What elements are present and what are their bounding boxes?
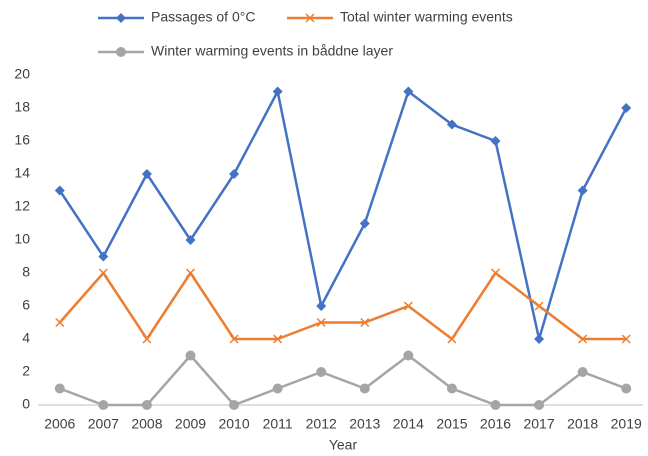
marker	[316, 301, 327, 311]
x-tick-label: 2006	[44, 416, 75, 432]
marker	[403, 350, 414, 361]
marker	[142, 334, 152, 344]
series-line	[58, 90, 628, 341]
marker	[316, 317, 326, 328]
y-tick-label: 6	[22, 297, 30, 313]
marker	[54, 383, 65, 394]
x-tick-label: 2017	[523, 416, 554, 432]
marker	[534, 400, 545, 410]
y-tick-label: 8	[22, 264, 30, 280]
marker	[272, 383, 283, 394]
marker	[229, 334, 239, 344]
marker	[272, 86, 283, 97]
x-tick-label: 2009	[175, 416, 206, 432]
marker	[577, 185, 588, 196]
y-tick-label: 2	[22, 363, 30, 379]
marker	[305, 13, 315, 23]
y-tick-label: 4	[22, 330, 30, 346]
marker	[621, 334, 631, 344]
series-line	[58, 271, 627, 341]
x-tick-label: 2007	[88, 416, 119, 432]
marker	[359, 218, 370, 229]
marker	[316, 367, 327, 377]
marker	[403, 301, 413, 311]
marker	[55, 317, 65, 328]
x-tick-label: 2018	[567, 416, 598, 432]
marker	[446, 383, 457, 394]
marker	[534, 301, 544, 311]
legend-label: Winter warming events in båddne layer	[151, 43, 393, 59]
marker	[403, 86, 414, 97]
marker	[98, 400, 109, 410]
marker	[490, 400, 501, 410]
y-tick-label: 18	[14, 99, 30, 115]
legend-label: Total winter warming events	[340, 9, 513, 25]
marker	[577, 367, 588, 377]
marker	[621, 103, 632, 113]
series-line	[59, 354, 627, 407]
marker	[185, 350, 196, 361]
marker	[141, 400, 152, 410]
x-tick-label: 2008	[131, 416, 162, 432]
marker	[229, 169, 240, 179]
marker	[490, 136, 501, 146]
marker	[273, 334, 283, 344]
y-tick-label: 20	[14, 66, 30, 82]
x-tick-label: 2010	[218, 416, 249, 432]
x-tick-label: 2014	[393, 416, 424, 432]
y-tick-label: 12	[14, 198, 30, 214]
x-tick-label: 2016	[480, 416, 511, 432]
marker	[447, 334, 457, 344]
marker	[490, 268, 501, 278]
marker	[578, 334, 588, 344]
legend-label: Passages of 0°C	[151, 9, 255, 25]
marker	[54, 185, 65, 196]
x-tick-label: 2015	[436, 416, 467, 432]
marker	[446, 119, 457, 130]
x-tick-label: 2011	[263, 416, 293, 432]
marker	[116, 47, 126, 57]
marker	[534, 334, 545, 344]
marker	[360, 317, 370, 328]
x-tick-label: 2019	[611, 416, 642, 432]
y-tick-label: 14	[14, 165, 30, 181]
marker	[621, 383, 632, 394]
x-axis-label: Year	[329, 437, 358, 453]
x-tick-label: 2012	[306, 416, 337, 432]
y-tick-label: 16	[14, 132, 30, 148]
marker	[185, 235, 196, 245]
marker	[141, 169, 152, 179]
marker	[359, 383, 370, 394]
marker	[229, 400, 240, 410]
x-tick-label: 2013	[349, 416, 380, 432]
marker	[98, 268, 108, 278]
y-tick-label: 10	[14, 231, 30, 247]
marker	[116, 13, 126, 23]
y-tick-label: 0	[22, 396, 30, 412]
marker	[185, 268, 196, 278]
marker	[98, 251, 109, 262]
